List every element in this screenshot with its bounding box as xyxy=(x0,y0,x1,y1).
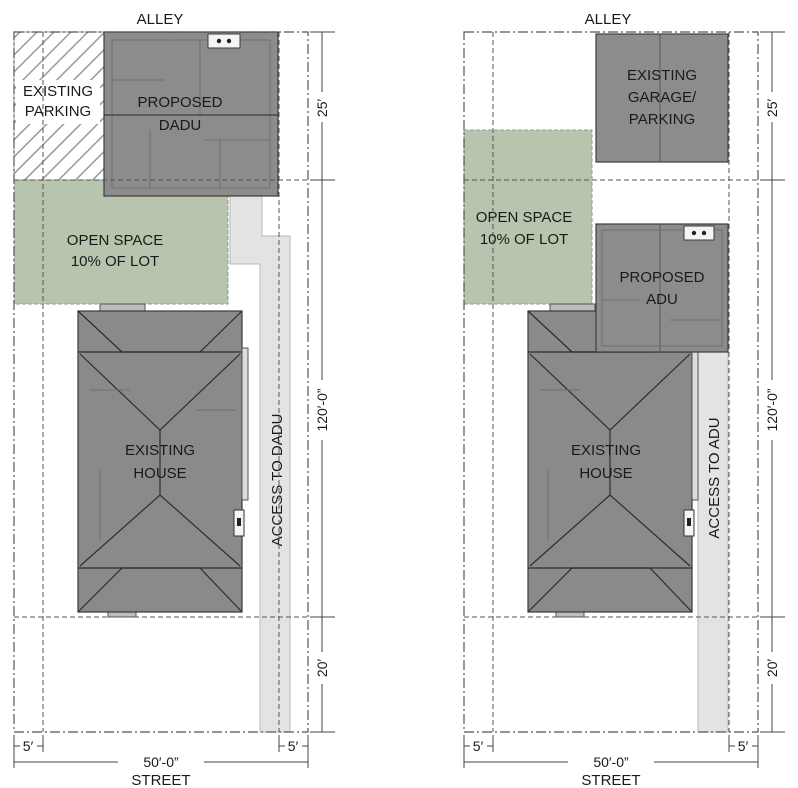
left-house-label-1: EXISTING xyxy=(125,442,195,459)
right-house-porch-front xyxy=(555,611,585,618)
left-street-label: STREET xyxy=(131,772,190,788)
right-adu-meter xyxy=(683,225,715,241)
right-dim-front: 20′ xyxy=(764,659,780,678)
right-house-label-2: HOUSE xyxy=(579,465,632,482)
right-proposed-adu xyxy=(595,223,729,353)
right-house-label-1: EXISTING xyxy=(571,442,641,459)
left-unit-label-1: PROPOSED xyxy=(137,94,222,111)
right-unit-label-2: ADU xyxy=(646,291,678,308)
right-garage-label-1: EXISTING xyxy=(627,67,697,84)
left-house-label-2: HOUSE xyxy=(133,465,186,482)
right-unit-label-1: PROPOSED xyxy=(619,269,704,286)
right-street-label: STREET xyxy=(581,772,640,788)
right-dim-width: 50′-0” xyxy=(593,754,629,770)
left-parking-label-1: EXISTING xyxy=(23,83,93,100)
right-garage-label-2: GARAGE/ xyxy=(628,89,697,106)
right-dim-side-left: 5′ xyxy=(473,738,484,754)
left-existing-house xyxy=(77,303,249,618)
left-site-plan: ALLEY EXISTING PARKING OPEN SPACE 10% OF… xyxy=(13,11,335,788)
left-house-porch-front xyxy=(107,611,137,618)
left-lot-line xyxy=(13,31,309,733)
right-alley-label: ALLEY xyxy=(585,11,632,28)
left-alley-label: ALLEY xyxy=(137,11,184,28)
right-dim-side-right: 5′ xyxy=(738,738,749,754)
right-access-label: ACCESS TO ADU xyxy=(706,417,723,538)
right-site-plan: ALLEY EXISTING GARAGE/ PARKING OPEN SPAC… xyxy=(463,11,785,788)
right-lot-line xyxy=(463,31,759,733)
left-dim-rear: 25′ xyxy=(314,99,330,118)
left-access-label: ACCESS TO DADU xyxy=(269,414,286,547)
left-unit-label-2: DADU xyxy=(159,117,202,134)
right-dim-rear: 25′ xyxy=(764,99,780,118)
left-proposed-dadu xyxy=(103,31,279,197)
left-house-side-porch xyxy=(241,347,249,501)
left-dim-width: 50′-0” xyxy=(143,754,179,770)
right-open-space xyxy=(463,129,593,305)
right-garage-label-3: PARKING xyxy=(629,111,695,128)
left-parking-label-2: PARKING xyxy=(25,103,91,120)
left-house-porch-rear xyxy=(99,303,146,312)
left-open-label-2: 10% OF LOT xyxy=(71,253,159,270)
left-dim-side-left: 5′ xyxy=(23,738,34,754)
left-dim-front: 20′ xyxy=(314,659,330,678)
right-house-porch-rear xyxy=(549,303,596,312)
right-existing-garage xyxy=(595,33,729,163)
left-open-label-1: OPEN SPACE xyxy=(67,232,163,249)
right-open-label-2: 10% OF LOT xyxy=(480,231,568,248)
left-parking-label-bg xyxy=(16,80,100,124)
right-house-side-porch xyxy=(691,351,699,501)
left-dim-depth: 120′-0” xyxy=(314,388,330,431)
right-dim-depth: 120′-0” xyxy=(764,388,780,431)
right-existing-house xyxy=(527,303,699,618)
left-dadu-meter xyxy=(207,33,241,49)
right-access-path xyxy=(697,351,729,733)
left-dim-side-right: 5′ xyxy=(288,738,299,754)
right-open-label-1: OPEN SPACE xyxy=(476,209,572,226)
